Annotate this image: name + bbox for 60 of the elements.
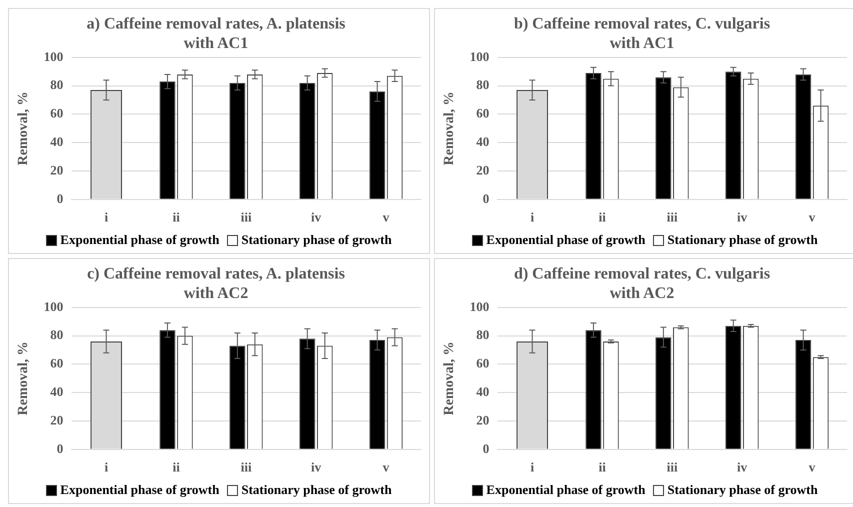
y-tick-label: 40	[50, 134, 64, 149]
legend-label: Exponential phase of growth	[486, 232, 646, 248]
y-tick-label: 20	[476, 162, 490, 178]
x-tick-label: v	[382, 210, 390, 225]
y-axis-title: Removal, %	[442, 341, 458, 416]
chart-title: d) Caffeine removal rates, C. vulgaris with AC2	[514, 266, 770, 302]
y-tick-label: 80	[476, 77, 490, 92]
y-tick-label: 80	[50, 77, 64, 92]
y-tick-label: 60	[50, 106, 64, 121]
y-tick-label: 20	[476, 412, 490, 428]
y-tick-label: 100	[470, 298, 490, 314]
x-tick-label: i	[104, 210, 108, 225]
x-tick-label: i	[104, 460, 108, 475]
y-tick-label: 0	[482, 190, 490, 206]
x-tick-label: ii	[172, 460, 180, 475]
x-tick-label: ii	[598, 460, 606, 475]
x-tick-label: ii	[598, 210, 606, 225]
x-tick-label: ii	[172, 210, 180, 225]
x-tick-label: v	[808, 210, 816, 225]
y-tick-label: 100	[44, 298, 64, 314]
y-tick-label: 40	[476, 384, 490, 399]
y-tick-label: 0	[56, 190, 64, 206]
y-tick-label: 20	[50, 162, 64, 178]
x-tick-label: v	[382, 460, 390, 475]
legend-label: Exponential phase of growth	[60, 232, 220, 248]
x-tick-label: iii	[666, 460, 678, 475]
text: Stationary phase of growth	[241, 232, 392, 248]
y-tick-label: 60	[476, 356, 490, 371]
y-axis-title: Removal, %	[16, 91, 32, 166]
legend-label: Exponential phase of growth	[60, 482, 220, 498]
y-tick-label: 80	[476, 327, 490, 342]
chart-title: c) Caffeine removal rates, A. platensis with AC2	[87, 266, 345, 302]
text: Stationary phase of growth	[241, 482, 392, 498]
y-tick-label: 20	[50, 412, 64, 428]
y-tick-label: 60	[50, 356, 64, 371]
x-tick-label: iii	[666, 210, 678, 225]
text: Stationary phase of growth	[667, 232, 818, 248]
x-tick-label: v	[808, 460, 816, 475]
text: Stationary phase of growth	[667, 482, 818, 498]
x-tick-label: iii	[240, 460, 252, 475]
y-tick-label: 100	[44, 48, 64, 64]
x-tick-label: iii	[240, 210, 252, 225]
y-tick-label: 80	[50, 327, 64, 342]
y-tick-label: 0	[56, 440, 64, 456]
chart-title: b) Caffeine removal rates, C. vulgaris with AC1	[514, 16, 770, 52]
x-tick-label: i	[530, 460, 534, 475]
legend-label: Exponential phase of growth	[486, 482, 646, 498]
y-tick-label: 60	[476, 106, 490, 121]
y-axis-title: Removal, %	[442, 91, 458, 166]
y-axis-title: Removal, %	[16, 341, 32, 416]
x-tick-label: iv	[311, 210, 322, 225]
y-tick-label: 0	[482, 440, 490, 456]
y-tick-label: 40	[476, 134, 490, 149]
y-tick-label: 100	[470, 48, 490, 64]
x-tick-label: iv	[311, 460, 322, 475]
x-tick-label: iv	[737, 210, 748, 225]
chart-title: a) Caffeine removal rates, A. platensis with AC1	[86, 16, 346, 52]
x-tick-label: i	[530, 210, 534, 225]
y-tick-label: 40	[50, 384, 64, 399]
x-tick-label: iv	[737, 460, 748, 475]
